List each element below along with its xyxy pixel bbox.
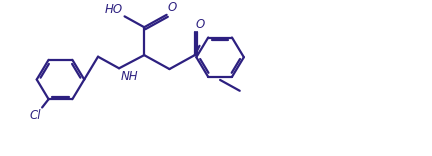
Text: HO: HO <box>105 2 123 16</box>
Text: O: O <box>168 1 177 14</box>
Text: Cl: Cl <box>30 109 41 122</box>
Text: NH: NH <box>121 70 138 83</box>
Text: O: O <box>195 18 204 31</box>
